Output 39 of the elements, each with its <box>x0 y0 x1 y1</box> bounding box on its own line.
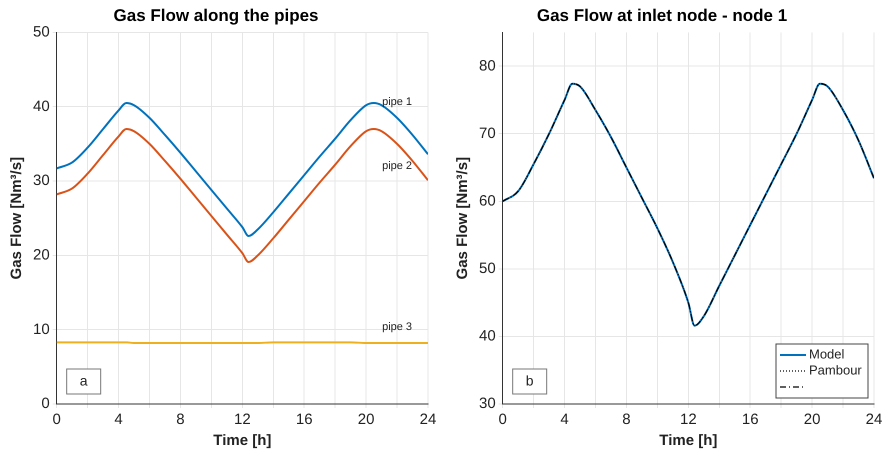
x-tick-label: 8 <box>176 411 185 428</box>
y-axis-title: Gas Flow [Nm³/s] <box>8 156 26 280</box>
y-tick-label: 10 <box>32 320 50 338</box>
x-tick-label: 12 <box>234 411 251 428</box>
x-axis-title: Time [h] <box>213 432 272 450</box>
x-tick-label: 24 <box>420 411 436 428</box>
y-tick-label: 70 <box>478 124 496 142</box>
x-tick-label: 12 <box>680 411 697 428</box>
x-tick-label: 0 <box>498 411 507 428</box>
y-tick-label: 20 <box>32 246 50 264</box>
y-tick-label: 30 <box>478 395 496 412</box>
y-axis-title: Gas Flow [Nm³/s] <box>454 156 472 280</box>
x-tick-label: 4 <box>560 411 569 428</box>
x-tick-label: 8 <box>622 411 631 428</box>
y-tick-label: 50 <box>478 260 496 278</box>
x-tick-label: 0 <box>52 411 61 428</box>
y-tick-label: 40 <box>478 328 496 345</box>
x-tick-label: 20 <box>358 411 374 428</box>
y-tick-label: 50 <box>32 24 50 41</box>
y-tick-label: 60 <box>478 192 496 210</box>
x-tick-label: 16 <box>296 411 313 428</box>
y-tick-label: 30 <box>32 172 50 190</box>
chart-title: Gas Flow along the pipes <box>114 6 318 25</box>
series-label: pipe 3 <box>382 321 412 334</box>
y-tick-label: 40 <box>32 98 50 115</box>
annotation: a <box>80 372 88 388</box>
x-axis-title: Time [h] <box>659 432 718 450</box>
legend-label: Model <box>809 346 845 362</box>
x-tick-label: 16 <box>742 411 759 428</box>
x-tick-label: 20 <box>804 411 820 428</box>
series-label: pipe 2 <box>382 160 412 172</box>
y-tick-label: 0 <box>41 395 50 412</box>
chart-title: Gas Flow at inlet node - node 1 <box>536 6 788 25</box>
series-label: pipe 1 <box>382 96 412 108</box>
legend-label: Pambour <box>809 362 862 378</box>
y-tick-label: 80 <box>478 57 496 74</box>
annotation: b <box>526 372 534 388</box>
x-tick-label: 4 <box>114 411 123 428</box>
x-tick-label: 24 <box>866 411 882 428</box>
